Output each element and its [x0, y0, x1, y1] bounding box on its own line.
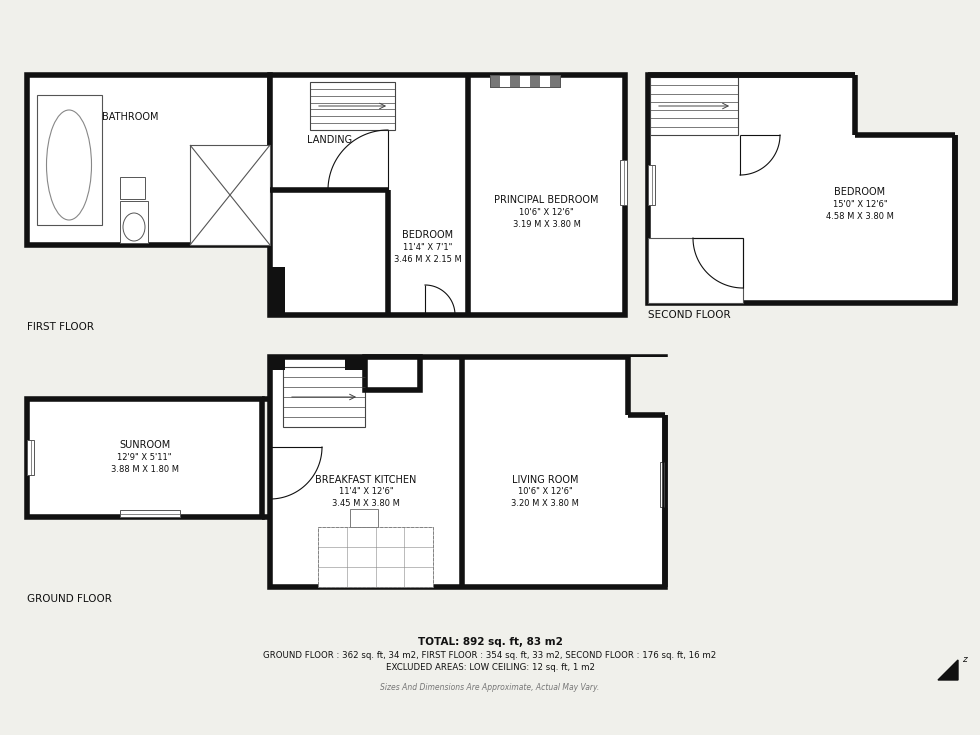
Bar — [490, 75, 560, 87]
Polygon shape — [500, 75, 510, 87]
Bar — [365, 357, 420, 390]
Bar — [27, 75, 270, 245]
Text: EXCLUDED AREAS: LOW CEILING: 12 sq. ft, 1 m2: EXCLUDED AREAS: LOW CEILING: 12 sq. ft, … — [385, 664, 595, 673]
Bar — [120, 201, 148, 243]
Text: 10'6" X 12'6": 10'6" X 12'6" — [519, 207, 574, 217]
Bar — [37, 95, 102, 225]
Text: LIVING ROOM: LIVING ROOM — [512, 475, 578, 485]
Bar — [27, 399, 262, 517]
Text: PRINCIPAL BEDROOM: PRINCIPAL BEDROOM — [494, 195, 599, 205]
Text: 11'4" X 7'1": 11'4" X 7'1" — [404, 243, 453, 251]
Bar — [650, 77, 738, 135]
Bar — [345, 357, 365, 370]
Bar — [270, 357, 665, 587]
Text: 4.58 M X 3.80 M: 4.58 M X 3.80 M — [826, 212, 894, 220]
Polygon shape — [490, 75, 500, 87]
Bar — [190, 145, 270, 245]
Text: GROUND FLOOR : 362 sq. ft, 34 m2, FIRST FLOOR : 354 sq. ft, 33 m2, SECOND FLOOR : GROUND FLOOR : 362 sq. ft, 34 m2, FIRST … — [264, 651, 716, 661]
Text: 3.46 M X 2.15 M: 3.46 M X 2.15 M — [394, 254, 462, 264]
Bar — [660, 462, 667, 507]
Bar — [283, 367, 365, 427]
Bar — [310, 82, 395, 130]
Polygon shape — [550, 75, 560, 87]
Text: 3.20 M X 3.80 M: 3.20 M X 3.80 M — [511, 500, 579, 509]
Bar — [628, 357, 670, 415]
Text: 15'0" X 12'6": 15'0" X 12'6" — [833, 199, 887, 209]
Bar — [648, 75, 955, 303]
Bar — [648, 238, 743, 303]
Polygon shape — [530, 75, 540, 87]
Ellipse shape — [46, 110, 91, 220]
Text: BREAKFAST KITCHEN: BREAKFAST KITCHEN — [316, 475, 416, 485]
Text: GROUND FLOOR: GROUND FLOOR — [27, 594, 112, 604]
Bar — [120, 510, 180, 517]
Bar — [855, 70, 960, 135]
Bar — [490, 75, 560, 87]
Bar — [270, 75, 625, 315]
Text: BEDROOM: BEDROOM — [403, 230, 454, 240]
Text: TOTAL: 892 sq. ft, 83 m2: TOTAL: 892 sq. ft, 83 m2 — [417, 637, 563, 647]
Bar — [270, 357, 285, 370]
Text: LANDING: LANDING — [308, 135, 353, 145]
Polygon shape — [540, 75, 550, 87]
Text: 3.45 M X 3.80 M: 3.45 M X 3.80 M — [332, 500, 400, 509]
Polygon shape — [520, 75, 530, 87]
Text: FIRST FLOOR: FIRST FLOOR — [27, 322, 94, 332]
Bar — [27, 440, 34, 475]
Bar — [350, 509, 378, 527]
Text: SECOND FLOOR: SECOND FLOOR — [648, 310, 731, 320]
Bar — [318, 527, 433, 587]
Text: 11'4" X 12'6": 11'4" X 12'6" — [339, 487, 393, 497]
Bar — [120, 177, 145, 199]
Polygon shape — [510, 75, 520, 87]
Polygon shape — [938, 660, 958, 680]
Text: 12'9" X 5'11": 12'9" X 5'11" — [118, 453, 172, 462]
Bar — [270, 267, 285, 315]
Bar — [620, 160, 627, 205]
Text: 3.88 M X 1.80 M: 3.88 M X 1.80 M — [111, 465, 178, 473]
Text: BEDROOM: BEDROOM — [834, 187, 886, 197]
Text: Sizes And Dimensions Are Approximate, Actual May Vary.: Sizes And Dimensions Are Approximate, Ac… — [380, 683, 600, 692]
Text: z: z — [962, 654, 966, 664]
Text: SUNROOM: SUNROOM — [119, 440, 171, 450]
Ellipse shape — [123, 213, 145, 241]
Bar — [648, 165, 655, 205]
Text: BATHROOM: BATHROOM — [102, 112, 158, 122]
Text: 3.19 M X 3.80 M: 3.19 M X 3.80 M — [513, 220, 580, 229]
Text: 10'6" X 12'6": 10'6" X 12'6" — [517, 487, 572, 497]
